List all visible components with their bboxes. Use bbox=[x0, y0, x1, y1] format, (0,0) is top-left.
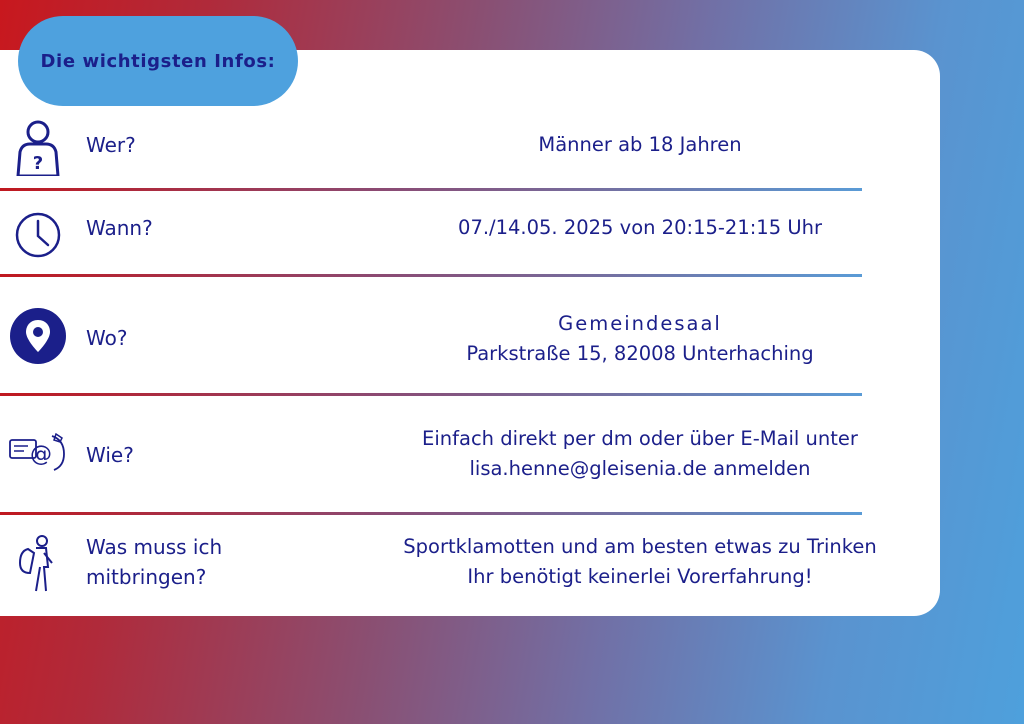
label-wie: Wie? bbox=[86, 443, 134, 467]
value-wer-line-1: Männer ab 18 Jahren bbox=[538, 133, 742, 156]
contact-email-phone-icon: @ bbox=[9, 432, 65, 471]
value-was-mitbringen-line-2: Ihr benötigt keinerlei Vorerfahrung! bbox=[467, 565, 813, 588]
value-wie-line-2: lisa.henne@gleisenia.de anmelden bbox=[469, 457, 811, 480]
value-wie: Einfach direkt per dm oder über E-Mail u… bbox=[340, 424, 940, 484]
divider bbox=[0, 188, 862, 191]
value-wann-line-1: 07./14.05. 2025 von 20:15-21:15 Uhr bbox=[458, 216, 822, 239]
value-was-mitbringen-line-1: Sportklamotten und am besten etwas zu Tr… bbox=[403, 535, 877, 558]
label-wann: Wann? bbox=[86, 216, 153, 240]
value-wo-line-2: Parkstraße 15, 82008 Unterhaching bbox=[466, 342, 814, 365]
info-header-title: Die wichtigsten Infos: bbox=[40, 50, 276, 72]
label-was-mitbringen-line-2: mitbringen? bbox=[86, 565, 207, 589]
label-was-mitbringen: Was muss ich mitbringen? bbox=[86, 532, 222, 592]
clock-icon bbox=[15, 212, 61, 258]
person-question-icon: ? bbox=[16, 120, 60, 176]
value-wo-line-1: Gemeindesaal bbox=[558, 312, 722, 335]
value-wo: Gemeindesaal Parkstraße 15, 82008 Unterh… bbox=[340, 309, 940, 369]
value-was-mitbringen: Sportklamotten und am besten etwas zu Tr… bbox=[340, 532, 940, 592]
divider bbox=[0, 393, 862, 396]
info-header-pill: Die wichtigsten Infos: bbox=[18, 16, 298, 106]
info-card: ? Wer? Männer ab 18 Jahren Wann? 07./14.… bbox=[0, 50, 940, 616]
label-wo: Wo? bbox=[86, 326, 128, 350]
svg-text:@: @ bbox=[30, 442, 52, 467]
divider bbox=[0, 512, 862, 515]
svg-text:?: ? bbox=[33, 153, 43, 174]
hiker-backpack-icon bbox=[18, 535, 53, 592]
location-pin-icon bbox=[10, 308, 66, 364]
label-wer: Wer? bbox=[86, 133, 136, 157]
value-wann: 07./14.05. 2025 von 20:15-21:15 Uhr bbox=[340, 213, 940, 243]
label-was-mitbringen-line-1: Was muss ich bbox=[86, 535, 223, 559]
divider bbox=[0, 274, 862, 277]
value-wie-line-1: Einfach direkt per dm oder über E-Mail u… bbox=[422, 427, 858, 450]
value-wer: Männer ab 18 Jahren bbox=[340, 130, 940, 160]
